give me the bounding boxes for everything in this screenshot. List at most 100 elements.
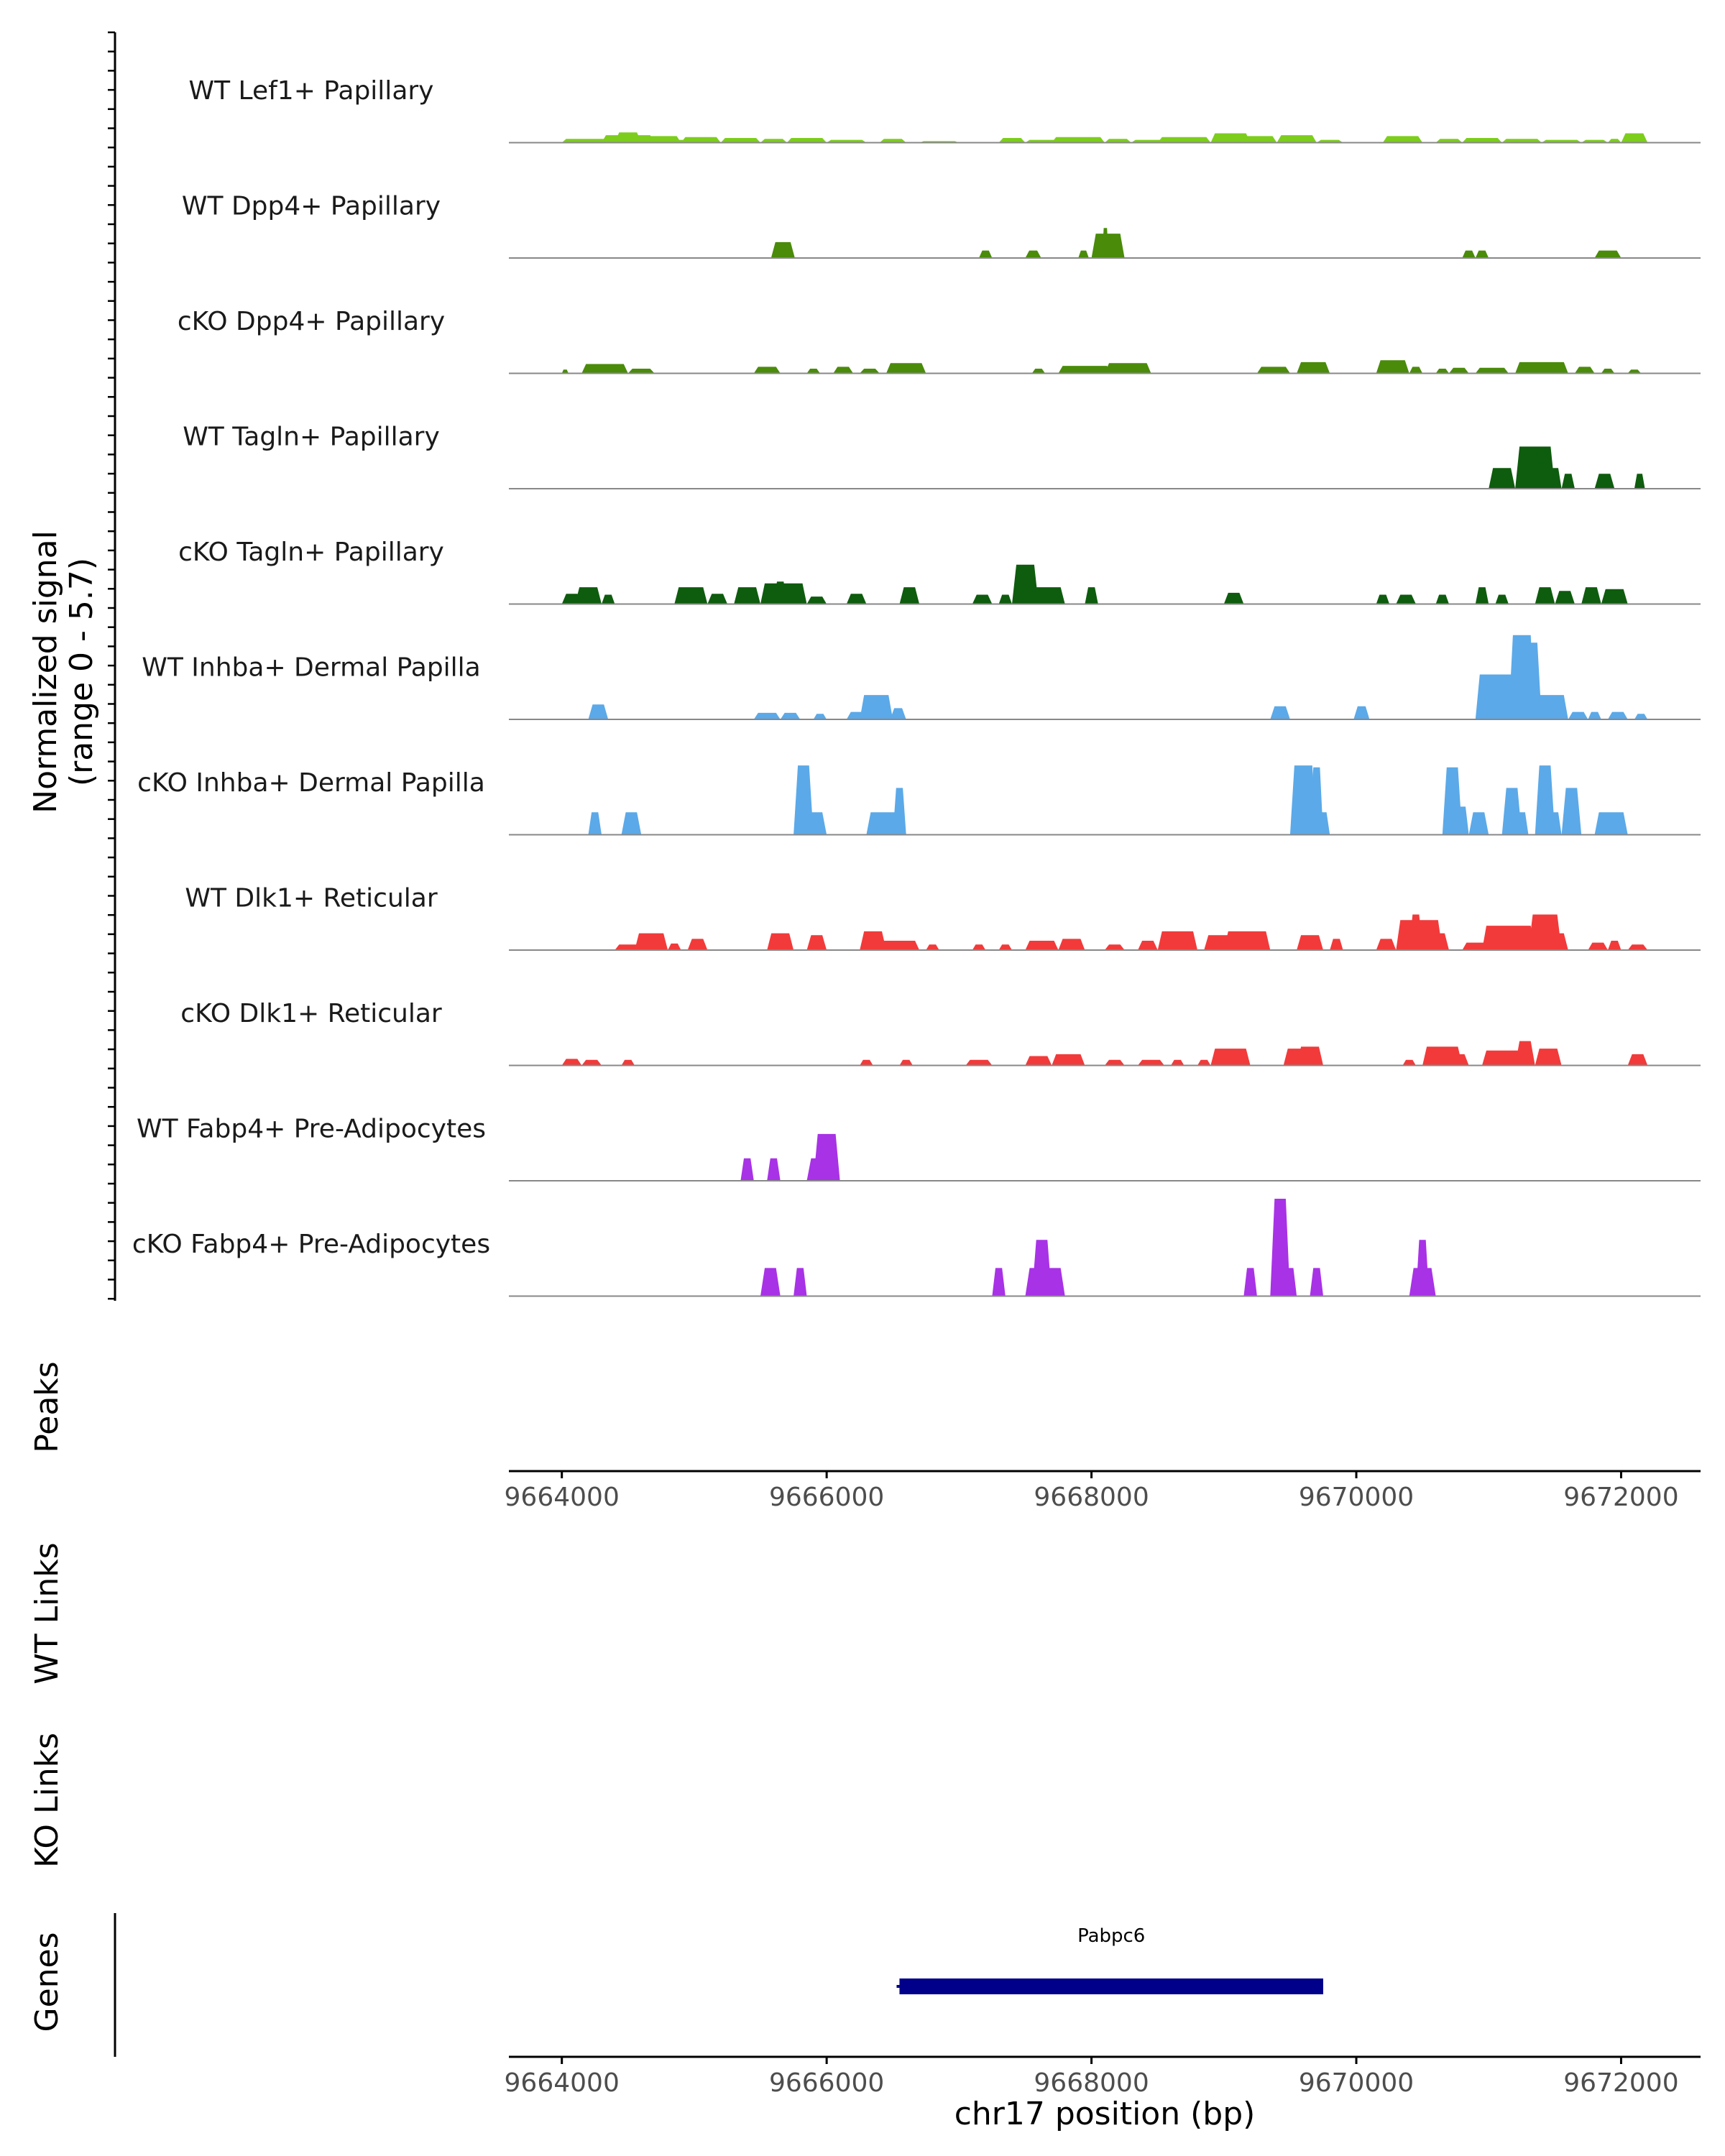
signal-peak — [1588, 942, 1608, 950]
x-tick-label: 9670000 — [1299, 2068, 1414, 2098]
peaks-label: Peaks — [29, 1361, 65, 1452]
signal-peak — [794, 765, 814, 835]
signal-peak — [1085, 587, 1098, 604]
signal-peak — [575, 587, 602, 604]
track-label: WT Dlk1+ Reticular — [185, 884, 437, 913]
signal-peak — [1078, 250, 1089, 258]
signal-peak — [1462, 138, 1502, 143]
signal-peak — [1462, 942, 1489, 950]
signal-peak — [561, 139, 615, 143]
signal-peak — [1608, 139, 1622, 143]
signal-peak — [767, 933, 794, 950]
signal-peak — [753, 712, 781, 719]
signal-peak — [561, 1059, 582, 1066]
signal-peak — [1482, 926, 1535, 950]
signal-peak — [1442, 767, 1463, 835]
signal-peak — [998, 594, 1012, 604]
signal-peak — [1376, 360, 1409, 374]
signal-peak — [1289, 765, 1317, 835]
x-tick-label: 9670000 — [1299, 1483, 1414, 1512]
track-label: cKO Dpp4+ Papillary — [178, 307, 445, 336]
genes-label: Genes — [29, 1932, 65, 2032]
signal-peak — [1475, 587, 1489, 604]
signal-peak — [1243, 1268, 1257, 1296]
signal-peak — [707, 594, 727, 604]
signal-peak — [1608, 941, 1622, 950]
signal-peak — [740, 1158, 754, 1181]
signal-peak — [1601, 369, 1615, 374]
signal-peak — [1157, 931, 1197, 950]
y-axis-title: Normalized signal (range 0 - 5.7) — [27, 530, 100, 814]
signal-peak — [1489, 468, 1516, 489]
signal-peak — [1376, 939, 1397, 950]
signal-peak — [1627, 944, 1648, 950]
signal-peak — [1353, 706, 1370, 719]
signal-peak — [860, 931, 886, 950]
signal-peak — [720, 138, 760, 143]
signal-peak — [813, 1133, 840, 1181]
signal-peak — [1548, 933, 1568, 950]
x-tick-label: 9672000 — [1563, 1483, 1678, 1512]
signal-peak — [1105, 139, 1131, 143]
signal-peak — [1105, 944, 1125, 950]
signal-peak — [1031, 587, 1065, 604]
x-axis-genes: 9664000 9666000 9668000 9670000 9672000 — [505, 2057, 1679, 2098]
x-tick-label: 9666000 — [769, 1483, 884, 1512]
signal-peak — [1455, 806, 1469, 835]
track-label: WT Fabp4+ Pre-Adipocytes — [137, 1115, 486, 1144]
track: cKO Dpp4+ Papillary — [178, 307, 1701, 374]
signal-peak — [773, 581, 787, 604]
signal-peak — [893, 788, 906, 835]
x-axis-title: chr17 position (bp) — [954, 2096, 1256, 2132]
signal-peak — [627, 369, 655, 374]
signal-peak — [1634, 474, 1645, 489]
signal-peak — [687, 939, 708, 950]
signal-peak — [1561, 474, 1575, 489]
x-tick-label: 9668000 — [1034, 2068, 1149, 2098]
track: cKO Fabp4+ Pre-Adipocytes — [132, 1199, 1701, 1297]
signal-peak — [1052, 1054, 1085, 1066]
signal-peak — [899, 1059, 913, 1066]
ko-links-label: KO Links — [29, 1733, 65, 1868]
signal-peak — [1316, 812, 1330, 835]
signal-peak — [860, 1059, 873, 1066]
signal-peak — [1402, 1059, 1416, 1066]
signal-peak — [1025, 250, 1041, 258]
signal-peak — [1409, 914, 1423, 950]
signal-peak — [813, 714, 827, 719]
signal-peak — [1435, 139, 1463, 143]
signal-peak — [753, 367, 781, 374]
signal-peak — [1555, 591, 1575, 604]
signal-peak — [1171, 1059, 1184, 1066]
signal-peak — [561, 369, 569, 374]
signal-peak — [1495, 594, 1509, 604]
signal-peak — [621, 812, 642, 835]
track-label: cKO Dlk1+ Reticular — [180, 999, 442, 1028]
signal-peak — [1548, 468, 1562, 489]
signal-peak — [1515, 642, 1542, 719]
x-tick-label: 9672000 — [1563, 2068, 1678, 2098]
signal-peak — [602, 594, 615, 604]
signal-peak — [860, 369, 880, 374]
signal-peak — [621, 1059, 635, 1066]
signal-peak — [1535, 587, 1555, 604]
track: WT Inhba+ Dermal Papilla — [142, 635, 1701, 720]
signal-peak — [581, 1059, 602, 1066]
signal-peak — [760, 139, 787, 143]
signal-peak — [1429, 933, 1449, 950]
signal-tracks: WT Lef1+ Papillary WT Dpp4+ Papillary cKO … — [132, 76, 1701, 1297]
track-label: WT Dpp4+ Papillary — [182, 192, 441, 221]
signal-peak — [1297, 935, 1323, 950]
signal-peak — [1409, 367, 1423, 374]
signal-peak — [890, 708, 906, 719]
track: WT Lef1+ Papillary — [189, 76, 1701, 144]
signal-peak — [1594, 250, 1622, 258]
signal-peak — [1052, 137, 1105, 143]
signal-peak — [681, 137, 721, 143]
signal-peak — [1535, 695, 1568, 719]
signal-peak — [846, 594, 867, 604]
track-label: cKO Fabp4+ Pre-Adipocytes — [132, 1230, 490, 1259]
signal-peak — [1627, 369, 1642, 374]
track-label: cKO Inhba+ Dermal Papilla — [137, 768, 485, 798]
signal-peak — [806, 935, 827, 950]
